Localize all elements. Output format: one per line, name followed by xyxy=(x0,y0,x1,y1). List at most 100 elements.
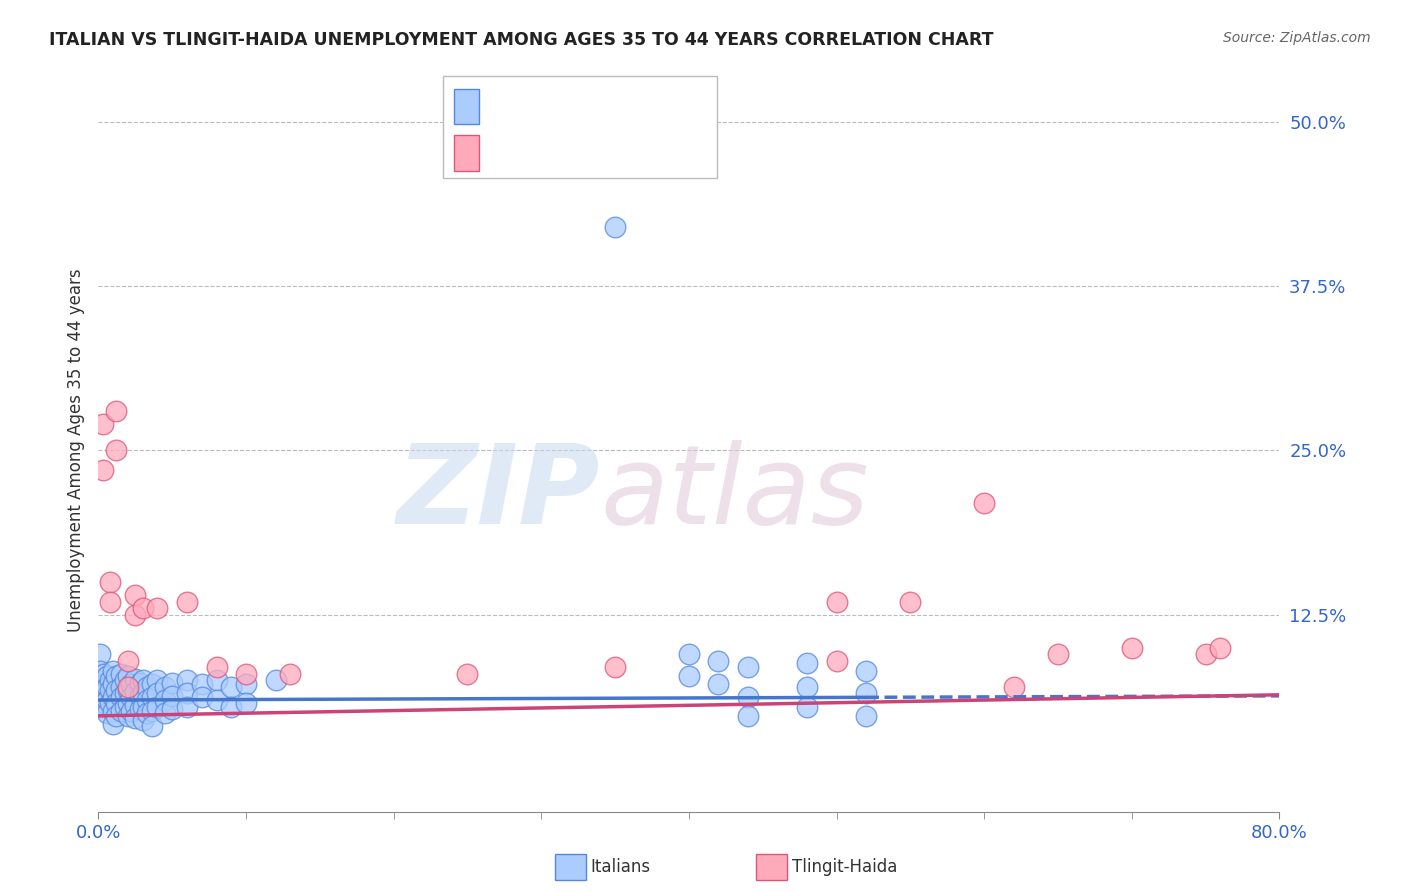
Point xyxy=(114,686,136,700)
Point xyxy=(117,708,139,723)
Point xyxy=(128,676,150,690)
Point xyxy=(235,696,257,710)
Point xyxy=(110,680,132,694)
Point xyxy=(117,682,139,697)
Point xyxy=(96,680,118,694)
Point xyxy=(110,704,132,718)
Point xyxy=(117,680,139,694)
Point xyxy=(457,666,479,681)
Point xyxy=(146,673,169,688)
Point xyxy=(855,664,877,678)
Point xyxy=(120,677,142,691)
Point xyxy=(707,654,730,668)
Text: R =: R = xyxy=(489,97,526,116)
Point xyxy=(117,654,139,668)
Text: atlas: atlas xyxy=(600,441,869,548)
Point xyxy=(120,690,142,705)
Point xyxy=(678,669,700,683)
Point xyxy=(153,706,176,721)
Text: 0.156: 0.156 xyxy=(529,144,581,161)
Point xyxy=(796,699,818,714)
Point xyxy=(90,699,112,714)
Point xyxy=(737,690,759,705)
Point xyxy=(103,664,125,678)
Point xyxy=(90,693,112,707)
Point xyxy=(91,463,114,477)
Point xyxy=(191,690,214,705)
Point xyxy=(900,594,922,608)
Point xyxy=(105,443,128,458)
Point xyxy=(124,698,146,713)
Point xyxy=(124,711,146,725)
Point xyxy=(105,669,128,683)
Point xyxy=(973,496,995,510)
Point xyxy=(103,677,125,691)
Point xyxy=(855,708,877,723)
Point xyxy=(117,669,139,683)
Point xyxy=(146,699,169,714)
Text: N =: N = xyxy=(585,144,621,161)
Point xyxy=(89,647,111,661)
Point xyxy=(1121,640,1143,655)
Point xyxy=(132,673,155,688)
Point xyxy=(128,702,150,716)
Point xyxy=(235,677,257,691)
Point xyxy=(146,601,169,615)
Point xyxy=(114,699,136,714)
Point xyxy=(93,666,115,681)
Point xyxy=(162,676,183,690)
Point xyxy=(221,680,243,694)
Point xyxy=(678,647,700,661)
Point xyxy=(96,706,118,721)
Point xyxy=(855,686,877,700)
Point xyxy=(205,673,228,688)
Point xyxy=(205,660,228,674)
Point xyxy=(176,673,198,688)
Point xyxy=(91,417,114,432)
Point xyxy=(105,404,128,418)
Point xyxy=(110,666,132,681)
Point xyxy=(93,696,115,710)
Text: ZIP: ZIP xyxy=(396,441,600,548)
Point xyxy=(737,660,759,674)
Point xyxy=(98,574,121,589)
Point xyxy=(1195,647,1218,661)
Point xyxy=(124,685,146,699)
Point xyxy=(176,686,198,700)
Point xyxy=(120,704,142,718)
Point xyxy=(162,702,183,716)
Point xyxy=(90,673,112,688)
Point xyxy=(280,666,302,681)
Point xyxy=(136,706,159,721)
Point xyxy=(128,689,150,703)
Point xyxy=(796,657,818,671)
Point xyxy=(605,660,627,674)
Point xyxy=(105,682,128,697)
Point xyxy=(103,716,125,731)
Point xyxy=(124,672,146,686)
Point xyxy=(796,680,818,694)
Point xyxy=(117,696,139,710)
Point xyxy=(176,699,198,714)
Point xyxy=(124,588,146,602)
Point xyxy=(1046,647,1070,661)
Point xyxy=(103,704,125,718)
Point xyxy=(162,689,183,703)
Point xyxy=(825,594,848,608)
Point xyxy=(1209,640,1232,655)
Point xyxy=(93,677,115,691)
Text: 0.025: 0.025 xyxy=(529,97,581,116)
Point xyxy=(136,680,159,694)
Point xyxy=(96,693,118,707)
Point xyxy=(146,686,169,700)
Point xyxy=(98,682,121,697)
Point xyxy=(132,713,155,727)
Point xyxy=(205,693,228,707)
Point xyxy=(153,680,176,694)
Point xyxy=(98,696,121,710)
Point xyxy=(110,690,132,705)
Point xyxy=(1002,680,1025,694)
Point xyxy=(825,654,848,668)
Point xyxy=(141,690,163,705)
Point xyxy=(114,673,136,688)
